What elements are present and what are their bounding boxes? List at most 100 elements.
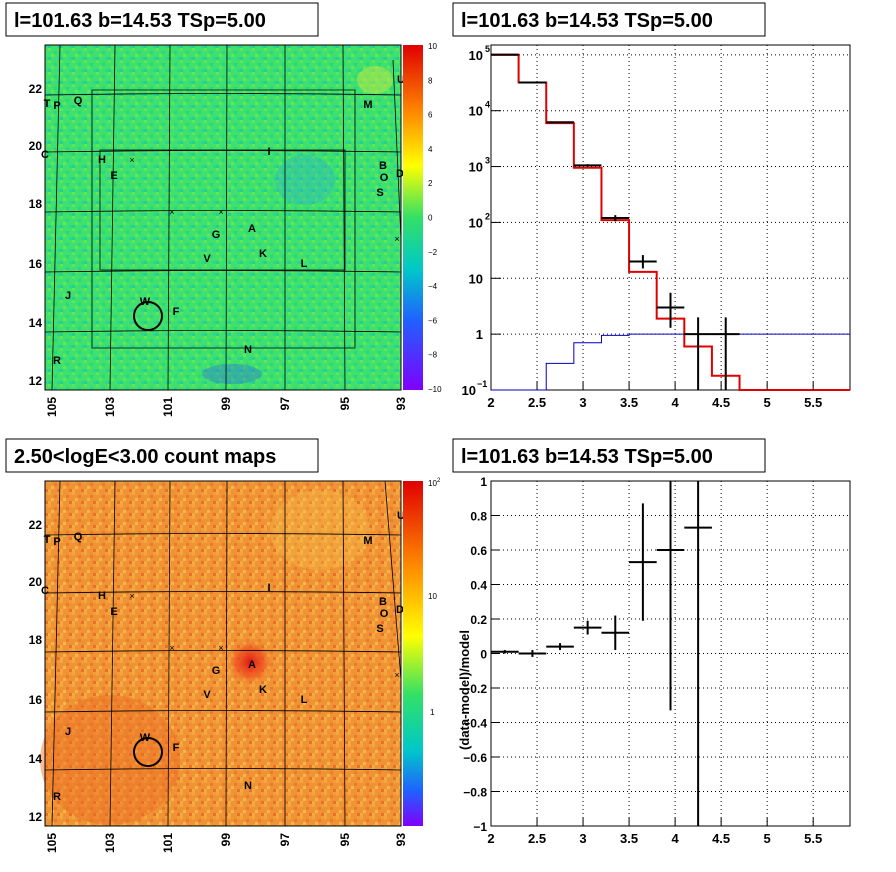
y-tick-exponent: 2 [485, 211, 490, 221]
colorbar-label: −4 [428, 282, 438, 291]
residual-map-title: l=101.63 b=14.53 TSp=5.00 [14, 10, 266, 32]
map-x-tick-label: 93 [394, 397, 408, 411]
count-colorbar [403, 481, 423, 826]
count-map-hotspot [226, 638, 274, 686]
source-label: A [248, 659, 256, 671]
source-label: O [380, 608, 389, 620]
residual-deficit-region [202, 364, 262, 384]
x-tick-label: 5 [764, 395, 771, 410]
y-tick-label: 10 [462, 383, 476, 398]
y-tick-exponent: 5 [485, 44, 490, 54]
source-label: H [98, 154, 106, 166]
source-label: Q [74, 95, 83, 107]
y-tick-label: 1 [476, 327, 483, 342]
residual-map-grid [44, 44, 402, 391]
map-x-tick-label: 103 [103, 833, 117, 853]
source-marker: × [394, 234, 399, 244]
map-x-tick-label: 99 [219, 397, 233, 411]
source-label: J [65, 290, 71, 302]
y-tick-label: 10 [469, 104, 483, 119]
x-tick-label: 3 [579, 395, 586, 410]
source-label: V [203, 689, 211, 701]
colorbar-label: 10 [428, 42, 437, 51]
map-y-tick-label: 12 [29, 810, 43, 824]
source-label: I [267, 146, 270, 158]
x-tick-label: 2.5 [528, 831, 546, 846]
source-label: I [267, 582, 270, 594]
map-x-tick-label: 99 [219, 833, 233, 847]
residual-source-labels: U T P Q M C H I BO D E S A G K V L J W F N R × × × × [41, 74, 405, 367]
source-marker: × [129, 155, 134, 165]
residual-colorbar [403, 45, 423, 390]
map-y-tick-label: 20 [29, 139, 43, 153]
spectrum-x-ticks: 2 2.5 3 3.5 4 4.5 5 5.5 [487, 382, 822, 410]
residual-map-title-box [5, 2, 319, 37]
source-label: P [53, 536, 60, 548]
map-y-tick-label: 14 [29, 752, 43, 766]
source-label: C [41, 149, 49, 161]
source-label: D [396, 604, 404, 616]
residual-map-image [45, 45, 401, 390]
source-label: G [212, 665, 221, 677]
source-label: N [244, 344, 252, 356]
y-tick-label: 0.2 [470, 613, 487, 627]
source-label: Q [74, 531, 83, 543]
y-tick-label: 1 [480, 475, 487, 489]
source-label: G [212, 229, 221, 241]
x-tick-label: 3.5 [620, 831, 638, 846]
source-label: S [376, 623, 383, 635]
map-x-tick-label: 105 [45, 397, 59, 417]
source-label: M [363, 535, 372, 547]
x-tick-label: 4 [671, 395, 679, 410]
source-label: L [301, 258, 308, 270]
source-label: K [259, 684, 267, 696]
spectrum-frame [490, 44, 851, 391]
source-label: M [363, 99, 372, 111]
source-label: V [203, 253, 211, 265]
residual-deficit-region [275, 155, 335, 205]
colorbar-label: 2 [428, 179, 433, 188]
map-y-tick-label: 18 [29, 633, 43, 647]
source-marker: × [169, 643, 174, 653]
source-label: L [301, 694, 308, 706]
y-tick-exponent: 3 [485, 156, 490, 166]
map-y-tick-label: 18 [29, 197, 43, 211]
y-tick-label: 10 [469, 215, 483, 230]
y-tick-label: 0.4 [470, 579, 487, 593]
map-x-tick-label: 103 [103, 397, 117, 417]
source-marker: × [394, 670, 399, 680]
ratio-title: l=101.63 b=14.53 TSp=5.00 [461, 446, 713, 468]
map-x-tick-label: 105 [45, 833, 59, 853]
y-tick-label: −0.4 [463, 717, 487, 731]
x-tick-label: 5.5 [804, 831, 822, 846]
colorbar-label: 6 [428, 111, 433, 120]
source-label: T [44, 534, 51, 546]
map-y-tick-label: 16 [29, 257, 43, 271]
colorbar-label: −8 [428, 351, 438, 360]
count-map-title: 2.50<logE<3.00 count maps [14, 446, 276, 468]
source-label: P [53, 100, 60, 112]
ratio-panel: 2 2.5 3 3.5 4 4.5 5 5.5 1 0.8 0.6 0.4 0.2 0 −0.2 −0.4 −… [452, 438, 851, 846]
count-map-faint-region [270, 490, 370, 570]
count-source-labels: U T P Q M C H I BO D E S A G K V L J W F N R × × × × [41, 510, 405, 803]
map-y-tick-label: 12 [29, 374, 43, 388]
colorbar-label: −6 [428, 316, 438, 325]
source-label: O [380, 172, 389, 184]
source-label: S [376, 187, 383, 199]
spectrum-title: l=101.63 b=14.53 TSp=5.00 [461, 10, 713, 32]
source-label: K [259, 248, 267, 260]
x-tick-label: 3 [579, 831, 586, 846]
y-tick-label: −0.2 [463, 682, 487, 696]
colorbar-exp: 2 [437, 478, 441, 484]
source-marker: × [218, 643, 223, 653]
map-y-tick-label: 14 [29, 316, 43, 330]
source-label: C [41, 585, 49, 597]
source-label: E [110, 170, 117, 182]
source-label: U [397, 510, 405, 522]
x-tick-label: 5.5 [804, 395, 822, 410]
y-tick-label: 10 [469, 271, 483, 286]
x-tick-label: 2.5 [528, 395, 546, 410]
y-tick-exponent: 4 [485, 100, 490, 110]
